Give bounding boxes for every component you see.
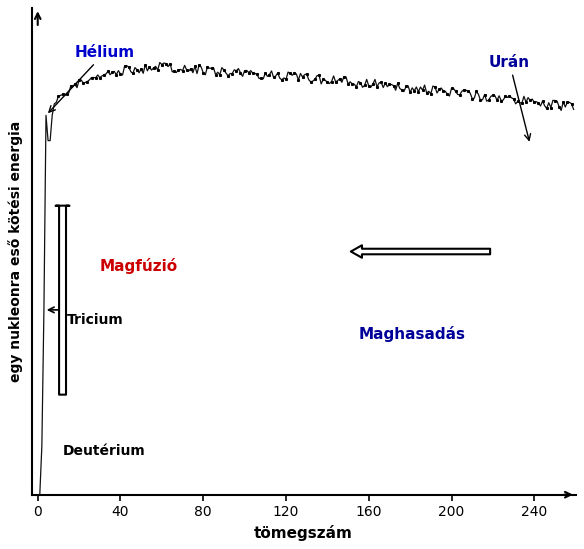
Text: Deutérium: Deutérium — [62, 444, 145, 458]
Text: Maghasadás: Maghasadás — [359, 326, 465, 342]
Text: Magfúzió: Magfúzió — [100, 258, 178, 274]
Y-axis label: egy nukleonra eső kötési energia: egy nukleonra eső kötési energia — [8, 121, 23, 382]
X-axis label: tömegszám: tömegszám — [254, 525, 353, 541]
Text: Tricium: Tricium — [67, 312, 123, 327]
FancyArrowPatch shape — [351, 245, 490, 258]
Text: Hélium: Hélium — [49, 45, 135, 112]
Text: Urán: Urán — [489, 55, 530, 141]
FancyArrowPatch shape — [55, 206, 69, 395]
